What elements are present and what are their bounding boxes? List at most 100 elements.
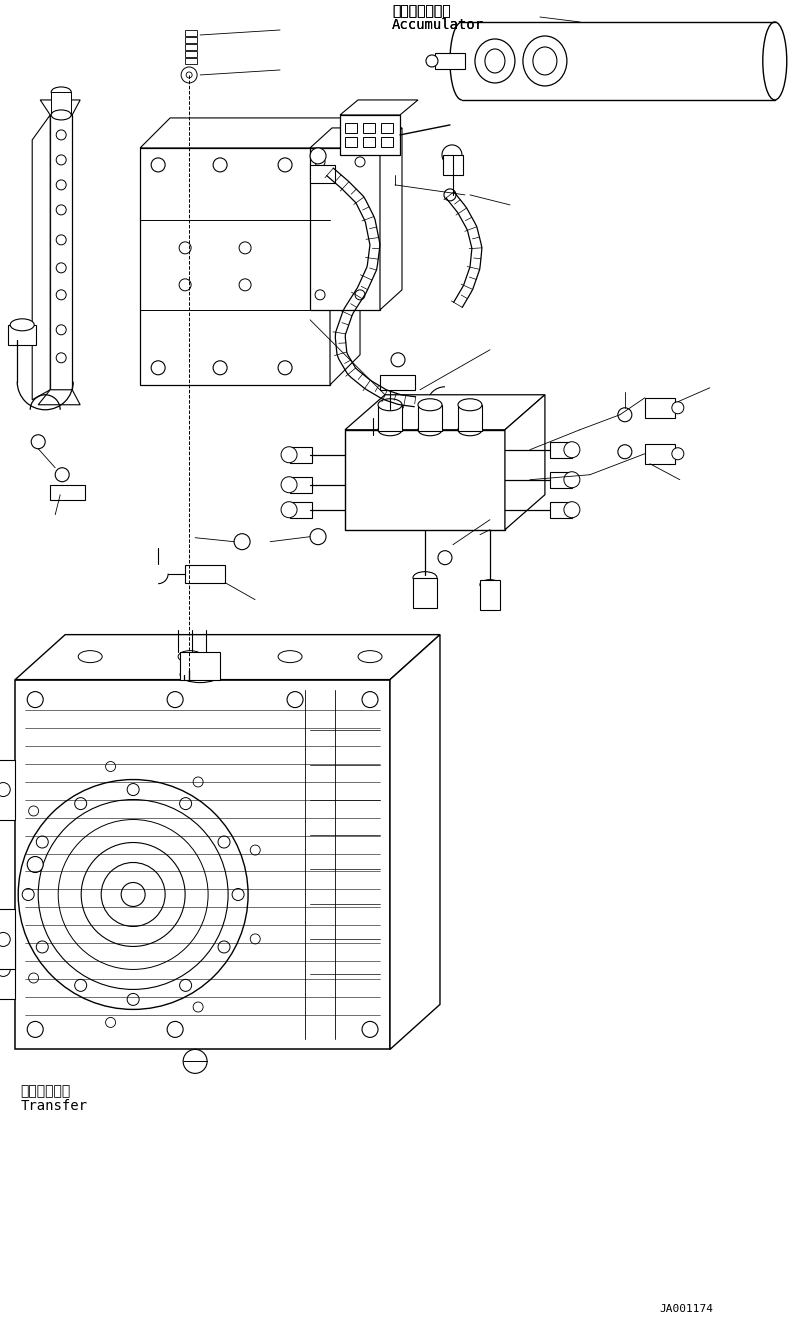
Polygon shape	[0, 939, 15, 1000]
Polygon shape	[380, 128, 402, 309]
Circle shape	[250, 846, 260, 855]
Circle shape	[57, 234, 66, 245]
Circle shape	[438, 551, 452, 565]
Bar	[550, 471, 572, 487]
Polygon shape	[330, 119, 360, 385]
Ellipse shape	[51, 87, 71, 97]
Circle shape	[355, 290, 365, 300]
Circle shape	[179, 279, 191, 291]
Bar	[185, 58, 197, 65]
Circle shape	[218, 940, 230, 954]
Bar	[290, 446, 312, 462]
Circle shape	[278, 158, 292, 173]
Circle shape	[213, 361, 227, 375]
Circle shape	[564, 471, 580, 487]
Polygon shape	[38, 390, 80, 404]
Circle shape	[27, 691, 43, 707]
Bar	[345, 122, 357, 133]
Circle shape	[183, 1050, 207, 1073]
Bar	[380, 375, 415, 390]
Polygon shape	[32, 115, 50, 400]
Polygon shape	[390, 635, 440, 1050]
Circle shape	[0, 782, 10, 797]
Bar	[381, 122, 393, 133]
Circle shape	[151, 361, 165, 375]
Circle shape	[55, 468, 69, 482]
Polygon shape	[0, 760, 15, 819]
Polygon shape	[310, 148, 380, 309]
Text: アキュムレータ: アキュムレータ	[392, 4, 451, 18]
Text: Transfer: Transfer	[20, 1100, 88, 1113]
Circle shape	[57, 325, 66, 335]
Circle shape	[27, 856, 43, 872]
Circle shape	[278, 361, 292, 375]
Polygon shape	[310, 128, 402, 148]
Circle shape	[75, 798, 87, 810]
Circle shape	[232, 889, 244, 901]
Circle shape	[75, 980, 87, 992]
Circle shape	[442, 145, 462, 165]
Text: Accumulator: Accumulator	[392, 18, 484, 32]
Circle shape	[672, 402, 684, 414]
Bar	[185, 37, 197, 43]
Polygon shape	[345, 395, 545, 429]
Circle shape	[167, 691, 183, 707]
Bar	[310, 165, 335, 183]
Bar	[458, 404, 482, 431]
Circle shape	[564, 502, 580, 518]
Circle shape	[106, 1018, 115, 1027]
Bar	[185, 565, 225, 582]
Circle shape	[127, 784, 139, 795]
Polygon shape	[140, 119, 360, 148]
Ellipse shape	[278, 651, 302, 662]
Circle shape	[167, 1022, 183, 1038]
Bar	[8, 325, 36, 345]
Text: Accumulator: Accumulator	[392, 18, 484, 32]
Circle shape	[29, 973, 39, 982]
Circle shape	[57, 205, 66, 215]
Circle shape	[29, 806, 39, 817]
Circle shape	[57, 180, 66, 190]
Bar	[412, 396, 437, 414]
Bar	[363, 137, 375, 148]
Ellipse shape	[418, 399, 442, 411]
Circle shape	[426, 55, 438, 67]
Polygon shape	[340, 100, 418, 115]
Ellipse shape	[458, 399, 482, 411]
Polygon shape	[0, 910, 15, 969]
Circle shape	[193, 1002, 203, 1011]
Circle shape	[22, 889, 34, 901]
Ellipse shape	[10, 319, 34, 331]
Ellipse shape	[178, 651, 202, 662]
Bar	[435, 53, 465, 68]
Circle shape	[57, 155, 66, 165]
Circle shape	[179, 242, 191, 254]
Circle shape	[218, 836, 230, 848]
Circle shape	[0, 932, 10, 947]
Bar	[185, 30, 197, 36]
Bar	[345, 137, 357, 148]
Circle shape	[57, 130, 66, 140]
Bar	[290, 502, 312, 518]
Circle shape	[672, 448, 684, 460]
Bar	[418, 404, 442, 431]
Circle shape	[239, 279, 251, 291]
Circle shape	[239, 242, 251, 254]
Polygon shape	[50, 115, 72, 390]
Circle shape	[57, 290, 66, 300]
Circle shape	[281, 502, 297, 518]
Bar	[645, 444, 675, 464]
Bar	[50, 485, 85, 499]
Ellipse shape	[78, 651, 102, 662]
Bar	[290, 477, 312, 493]
Circle shape	[444, 188, 456, 202]
Circle shape	[315, 290, 325, 300]
Ellipse shape	[458, 424, 482, 436]
Circle shape	[106, 761, 115, 772]
Circle shape	[127, 993, 139, 1005]
Bar	[381, 137, 393, 148]
Polygon shape	[140, 148, 330, 385]
Bar	[550, 441, 572, 458]
Polygon shape	[15, 680, 390, 1050]
Circle shape	[37, 836, 49, 848]
